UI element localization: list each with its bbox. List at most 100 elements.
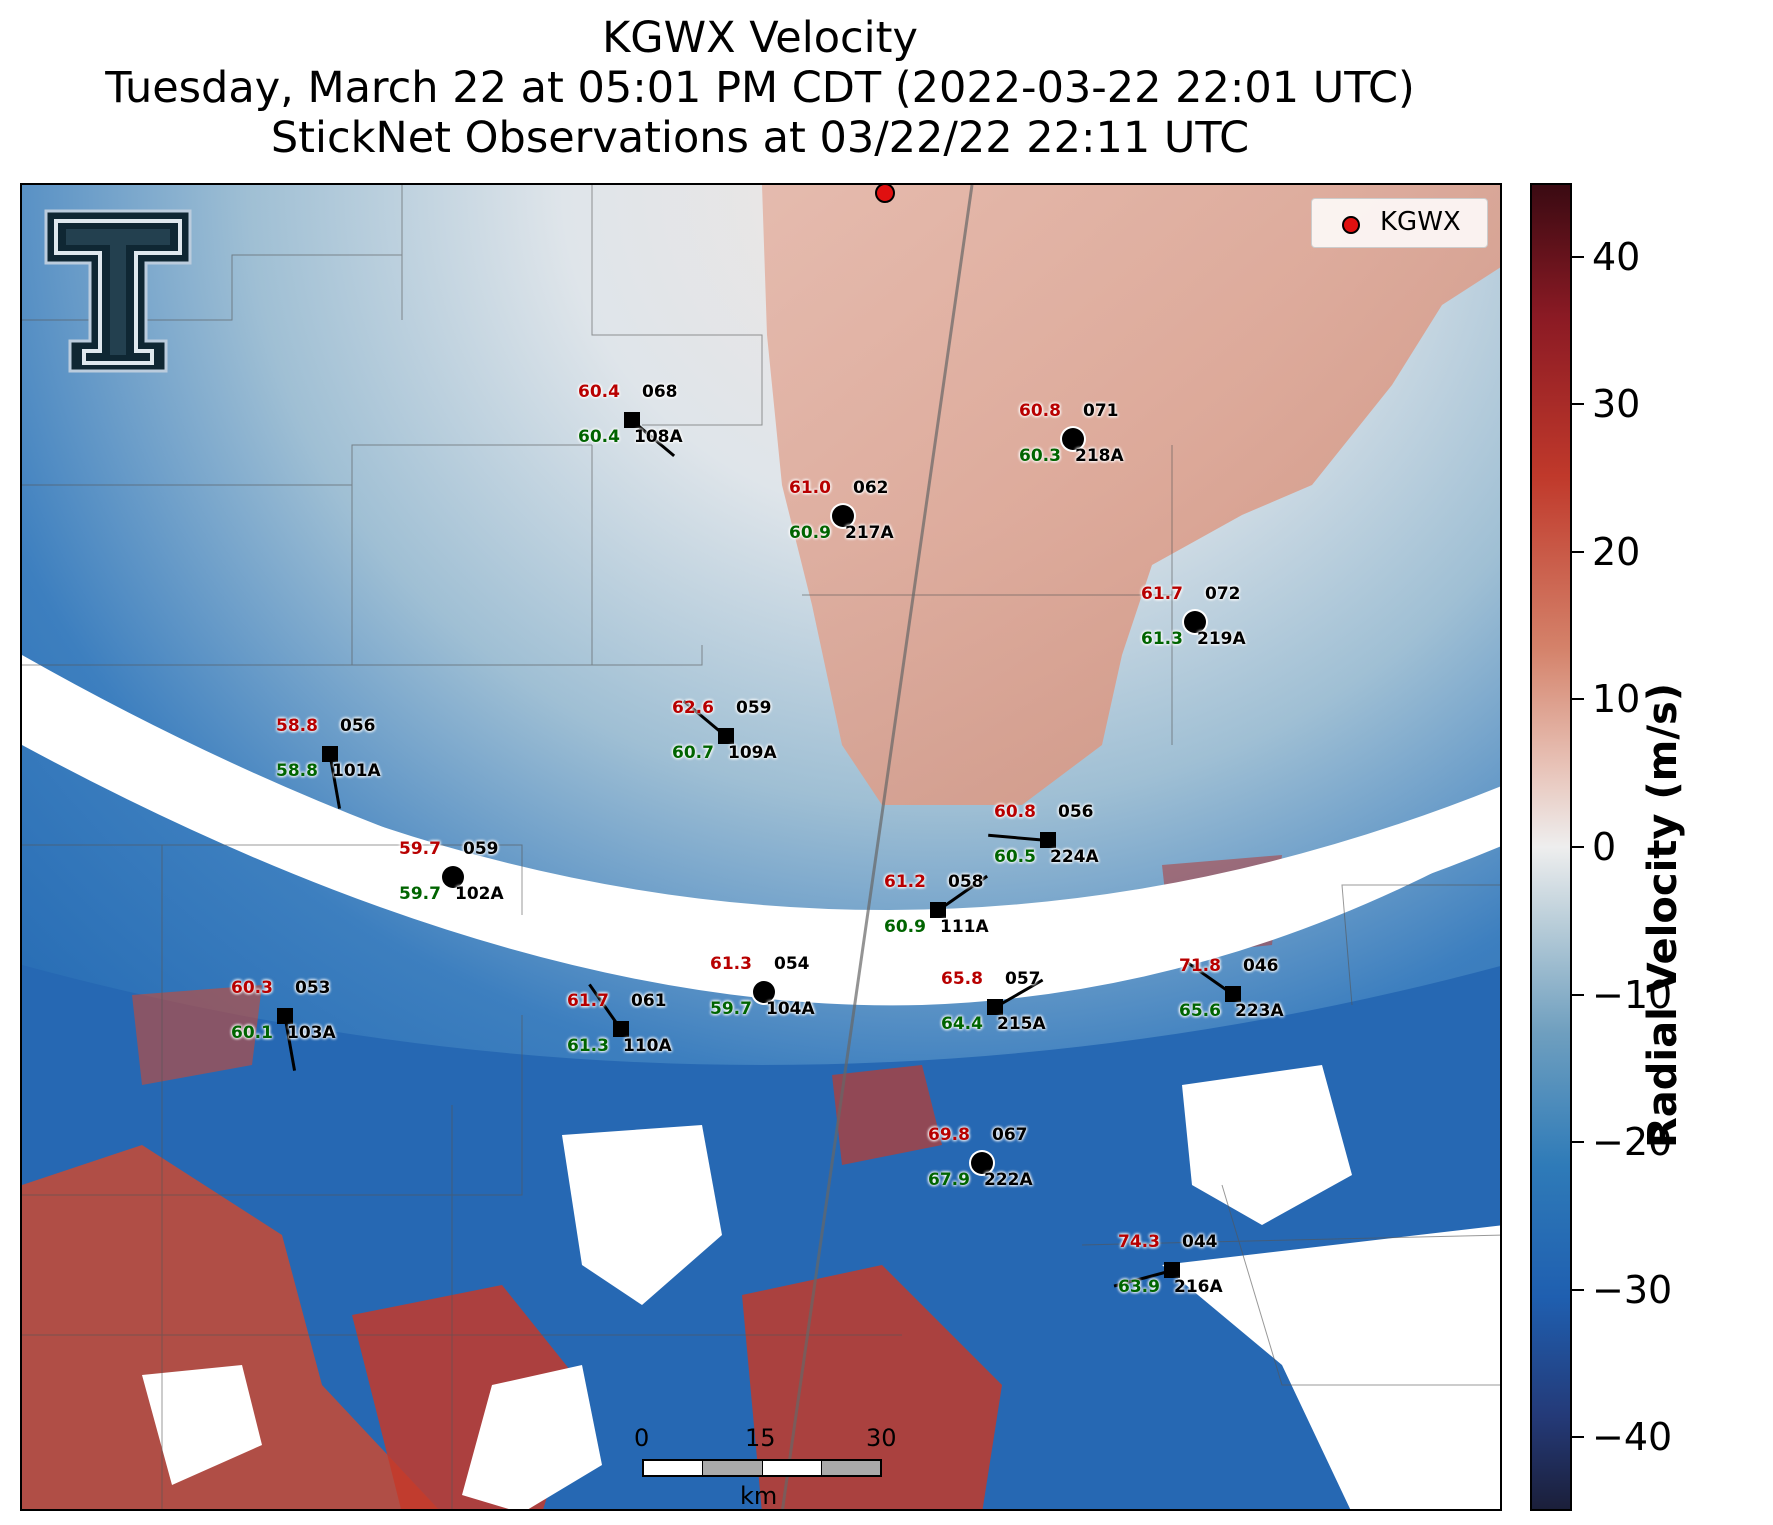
map-legend: KGWX [1311,198,1488,248]
station-id: 217A [845,523,894,543]
station-wind-direction: 067 [992,1125,1028,1145]
station-temperature: 62.6 [672,698,714,718]
station-id: 215A [997,1014,1046,1034]
station-temperature: 71.8 [1179,956,1221,976]
station-wind-direction: 071 [1083,401,1119,421]
velocity-colorbar [1530,183,1572,1511]
colorbar-tick-label: −20 [1592,1120,1673,1165]
colorbar-tick [1572,403,1584,406]
station-wind-direction: 046 [1243,956,1279,976]
colorbar-tick-label: 0 [1592,825,1617,869]
station-id: 102A [455,884,504,904]
station-wind-direction: 059 [463,839,499,859]
station-dewpoint: 58.8 [276,761,318,781]
colorbar-tick-label: 20 [1592,529,1641,574]
radar-map[interactable] [20,183,1502,1511]
colorbar-tick-label: −30 [1592,1267,1673,1312]
colorbar-tick [1572,993,1584,996]
station-id: 111A [940,917,989,937]
scale-label-15: 15 [745,1424,776,1452]
scale-unit: km [740,1482,778,1510]
station-id: 222A [984,1170,1033,1190]
colorbar-tick-label: −40 [1592,1415,1673,1460]
title-line-2: Tuesday, March 22 at 05:01 PM CDT (2022-… [105,63,1415,113]
scale-bar [642,1459,882,1477]
station-id: 101A [332,761,381,781]
station-temperature: 61.0 [789,478,831,498]
station-temperature: 61.7 [567,991,609,1011]
station-square-icon [322,746,338,762]
station-circle-icon [753,981,775,1003]
station-dewpoint: 60.7 [672,743,714,763]
station-temperature: 61.7 [1141,584,1183,604]
station-circle-icon [832,505,854,527]
legend-label: KGWX [1380,207,1461,237]
station-wind-direction: 053 [295,978,331,998]
station-temperature: 60.8 [1019,401,1061,421]
colorbar-tick [1572,255,1584,258]
title-line-1: KGWX Velocity [602,13,918,63]
colorbar-tick [1572,1141,1584,1144]
station-dewpoint: 61.3 [1141,629,1183,649]
station-id: 110A [623,1036,672,1056]
colorbar-tick [1572,550,1584,553]
texas-tech-logo-icon [42,207,194,377]
station-wind-direction: 056 [1058,802,1094,822]
station-wind-direction: 062 [853,478,889,498]
radar-velocity-field [22,185,1500,1509]
station-wind-direction: 061 [631,991,667,1011]
station-id: 108A [634,427,683,447]
station-temperature: 60.8 [994,802,1036,822]
station-id: 104A [766,999,815,1019]
station-circle-icon [442,866,464,888]
station-temperature: 60.3 [231,978,273,998]
station-dewpoint: 63.9 [1118,1277,1160,1297]
colorbar-tick [1572,1288,1584,1291]
station-id: 223A [1235,1001,1284,1021]
station-dewpoint: 60.5 [994,847,1036,867]
station-temperature: 59.7 [399,839,441,859]
colorbar-tick-label: −10 [1592,972,1673,1017]
station-id: 224A [1050,847,1099,867]
station-wind-direction: 072 [1205,584,1241,604]
colorbar-label: Radial Velocity (m/s) [1640,682,1686,1148]
colorbar-tick-label: 40 [1592,234,1641,279]
station-dewpoint: 60.9 [884,917,926,937]
station-circle-icon [971,1152,993,1174]
station-dewpoint: 60.9 [789,523,831,543]
station-wind-direction: 058 [948,872,984,892]
station-temperature: 74.3 [1118,1232,1160,1252]
station-dewpoint: 67.9 [928,1170,970,1190]
station-temperature: 61.3 [710,954,752,974]
title-line-3: StickNet Observations at 03/22/22 22:11 … [270,113,1250,163]
station-wind-direction: 056 [340,716,376,736]
station-id: 218A [1075,446,1124,466]
station-dewpoint: 59.7 [399,884,441,904]
kgwx-radar-marker [875,185,895,203]
station-dewpoint: 64.4 [941,1014,983,1034]
colorbar-tick [1572,1436,1584,1439]
station-temperature: 61.2 [884,872,926,892]
station-wind-direction: 059 [736,698,772,718]
station-id: 109A [728,743,777,763]
colorbar-tick-label: 30 [1592,382,1641,427]
station-wind-direction: 068 [642,382,678,402]
station-dewpoint: 60.3 [1019,446,1061,466]
station-temperature: 65.8 [941,969,983,989]
station-id: 216A [1174,1277,1223,1297]
scale-label-30: 30 [866,1424,897,1452]
scale-label-0: 0 [634,1424,650,1452]
station-id: 103A [287,1023,336,1043]
station-id: 219A [1197,629,1246,649]
station-circle-icon [1062,428,1084,450]
station-wind-direction: 054 [774,954,810,974]
colorbar-tick [1572,698,1584,701]
station-wind-direction: 044 [1182,1232,1218,1252]
station-dewpoint: 65.6 [1179,1001,1221,1021]
colorbar-tick-label: 10 [1592,677,1641,722]
station-temperature: 69.8 [928,1125,970,1145]
station-temperature: 58.8 [276,716,318,736]
colorbar-tick [1572,846,1584,848]
station-square-icon [277,1008,293,1024]
station-circle-icon [1184,611,1206,633]
